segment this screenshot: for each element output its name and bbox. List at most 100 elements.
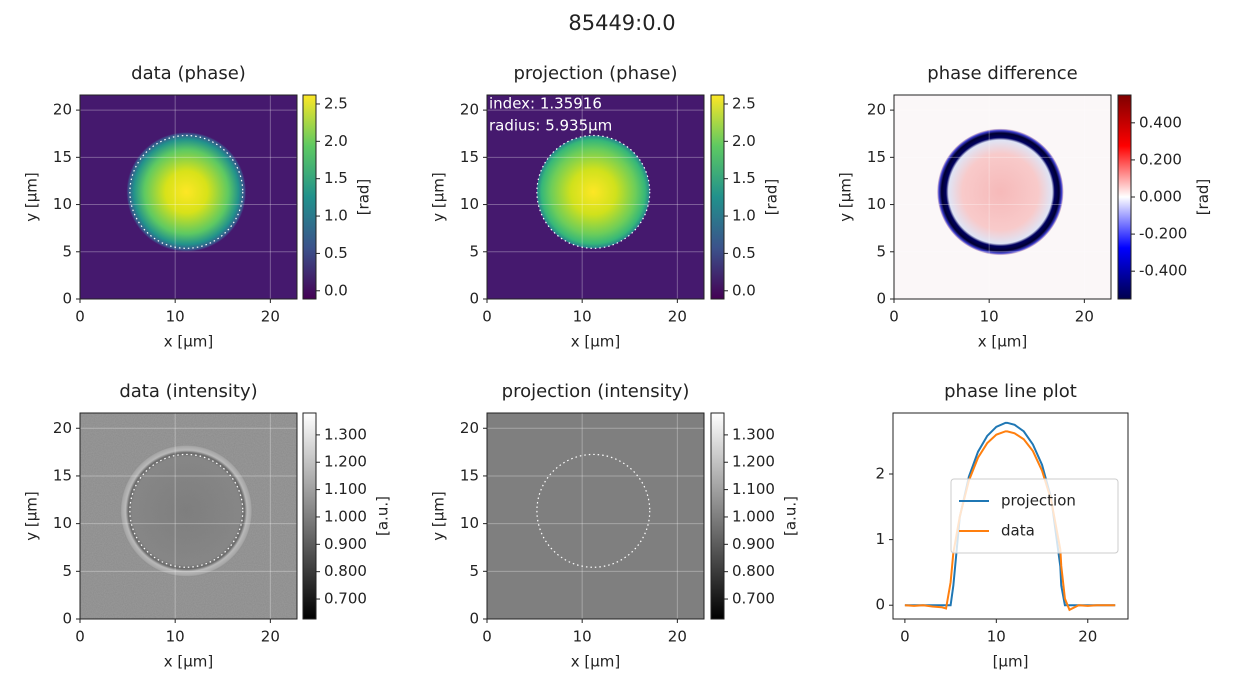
legend	[950, 478, 1119, 554]
y-tick-label: 5	[469, 242, 479, 260]
y-tick-label: 0	[62, 290, 72, 308]
object	[536, 135, 650, 249]
colorbar-tick-label: 1.0	[732, 207, 756, 225]
x-tick-label: 10	[980, 308, 999, 326]
colorbar-tick-label: 0.000	[1139, 188, 1182, 206]
colorbar-tick-label: 0.900	[732, 535, 775, 553]
axes-title: data (intensity)	[119, 381, 257, 402]
axes-frame	[79, 94, 298, 300]
image	[80, 95, 297, 299]
annotation: index: 1.35916	[489, 95, 602, 113]
y-axis-label: y [µm]	[430, 172, 448, 222]
colorbar-label: [rad]	[1194, 179, 1212, 216]
colorbar-tick-label: -0.400	[1139, 262, 1187, 280]
axes-title: phase line plot	[944, 381, 1077, 402]
colorbar	[302, 94, 317, 300]
y-tick-label: 5	[469, 562, 479, 580]
line	[904, 430, 1116, 612]
colorbar-label: [a.u.]	[781, 496, 799, 536]
colorbar-tick-label: 1.200	[324, 453, 367, 471]
colorbar	[302, 412, 317, 620]
x-tick-label: 10	[987, 628, 1006, 646]
axes-frame	[486, 94, 705, 300]
colorbar-tick-label: -0.200	[1139, 225, 1187, 243]
y-tick-label: 10	[460, 514, 479, 532]
y-tick-label: 20	[460, 419, 479, 437]
y-tick-label: 5	[62, 242, 72, 260]
image-background	[487, 413, 704, 619]
annotation: radius: 5.935µm	[489, 117, 612, 135]
axes-title: projection (intensity)	[502, 381, 690, 402]
y-axis-label: y [µm]	[430, 491, 448, 541]
colorbar-tick-label: 2.5	[732, 94, 756, 112]
y-tick-label: 1	[875, 530, 885, 548]
object	[120, 444, 253, 577]
x-axis-label: x [µm]	[164, 653, 214, 671]
colorbar-tick-label: 2.0	[324, 132, 348, 150]
line	[904, 421, 1116, 607]
y-tick-label: 15	[53, 466, 72, 484]
legend-label: projection	[1001, 492, 1076, 510]
x-tick-label: 20	[1075, 308, 1094, 326]
y-tick-label: 20	[460, 101, 479, 119]
x-tick-label: 0	[75, 308, 85, 326]
x-tick-label: 0	[900, 628, 910, 646]
axes-frame	[893, 94, 1112, 300]
y-tick-label: 0	[62, 610, 72, 628]
colorbar	[710, 94, 725, 300]
x-tick-label: 20	[668, 308, 687, 326]
x-axis-label: x [µm]	[571, 653, 621, 671]
y-tick-label: 0	[875, 596, 885, 614]
x-tick-label: 0	[889, 308, 899, 326]
fit-outline	[129, 453, 244, 568]
y-tick-label: 10	[867, 195, 886, 213]
x-tick-label: 10	[166, 628, 185, 646]
x-tick-label: 0	[482, 308, 492, 326]
y-tick-label: 5	[876, 242, 886, 260]
x-axis-label: x [µm]	[978, 333, 1028, 351]
colorbar-tick-label: 0.700	[324, 590, 367, 608]
legend-label: data	[1001, 522, 1035, 540]
colorbar-tick-label: 1.200	[732, 453, 775, 471]
colorbar	[1117, 94, 1132, 300]
colorbar-tick-label: 1.5	[732, 169, 756, 187]
y-tick-label: 0	[876, 290, 886, 308]
axes-frame	[892, 412, 1129, 620]
colorbar-tick-label: 0.800	[732, 562, 775, 580]
fit-outline	[129, 134, 244, 249]
image	[80, 413, 297, 619]
figure-title: 85449:0.0	[568, 11, 675, 35]
fit-outline	[536, 453, 651, 568]
colorbar-tick-label: 0.900	[324, 535, 367, 553]
colorbar-tick-label: 2.0	[732, 132, 756, 150]
colorbar-tick-label: 1.300	[732, 425, 775, 443]
colorbar-tick-label: 1.100	[732, 480, 775, 498]
colorbar-label: [rad]	[762, 179, 780, 216]
colorbar-tick-label: 2.5	[324, 94, 348, 112]
y-tick-label: 10	[460, 195, 479, 213]
colorbar-tick-label: 0.5	[324, 244, 348, 262]
y-tick-label: 15	[460, 466, 479, 484]
colorbar-tick-label: 1.000	[732, 507, 775, 525]
colorbar	[710, 412, 725, 620]
y-tick-label: 10	[53, 195, 72, 213]
axes-title: data (phase)	[131, 63, 246, 84]
colorbar-tick-label: 0.200	[1139, 150, 1182, 168]
y-tick-label: 20	[53, 419, 72, 437]
x-tick-label: 10	[166, 308, 185, 326]
axes-frame	[79, 412, 298, 620]
x-tick-label: 20	[261, 628, 280, 646]
colorbar-tick-label: 0.0	[732, 281, 756, 299]
colorbar-tick-label: 0.5	[732, 244, 756, 262]
y-tick-label: 15	[460, 148, 479, 166]
axes-frame	[486, 412, 705, 620]
x-tick-label: 10	[573, 628, 592, 646]
axes-title: projection (phase)	[514, 63, 678, 84]
y-tick-label: 15	[53, 148, 72, 166]
colorbar-tick-label: 1.5	[324, 169, 348, 187]
y-tick-label: 2	[875, 465, 885, 483]
y-tick-label: 5	[62, 562, 72, 580]
y-tick-label: 20	[867, 101, 886, 119]
y-axis-label: y [µm]	[837, 172, 855, 222]
